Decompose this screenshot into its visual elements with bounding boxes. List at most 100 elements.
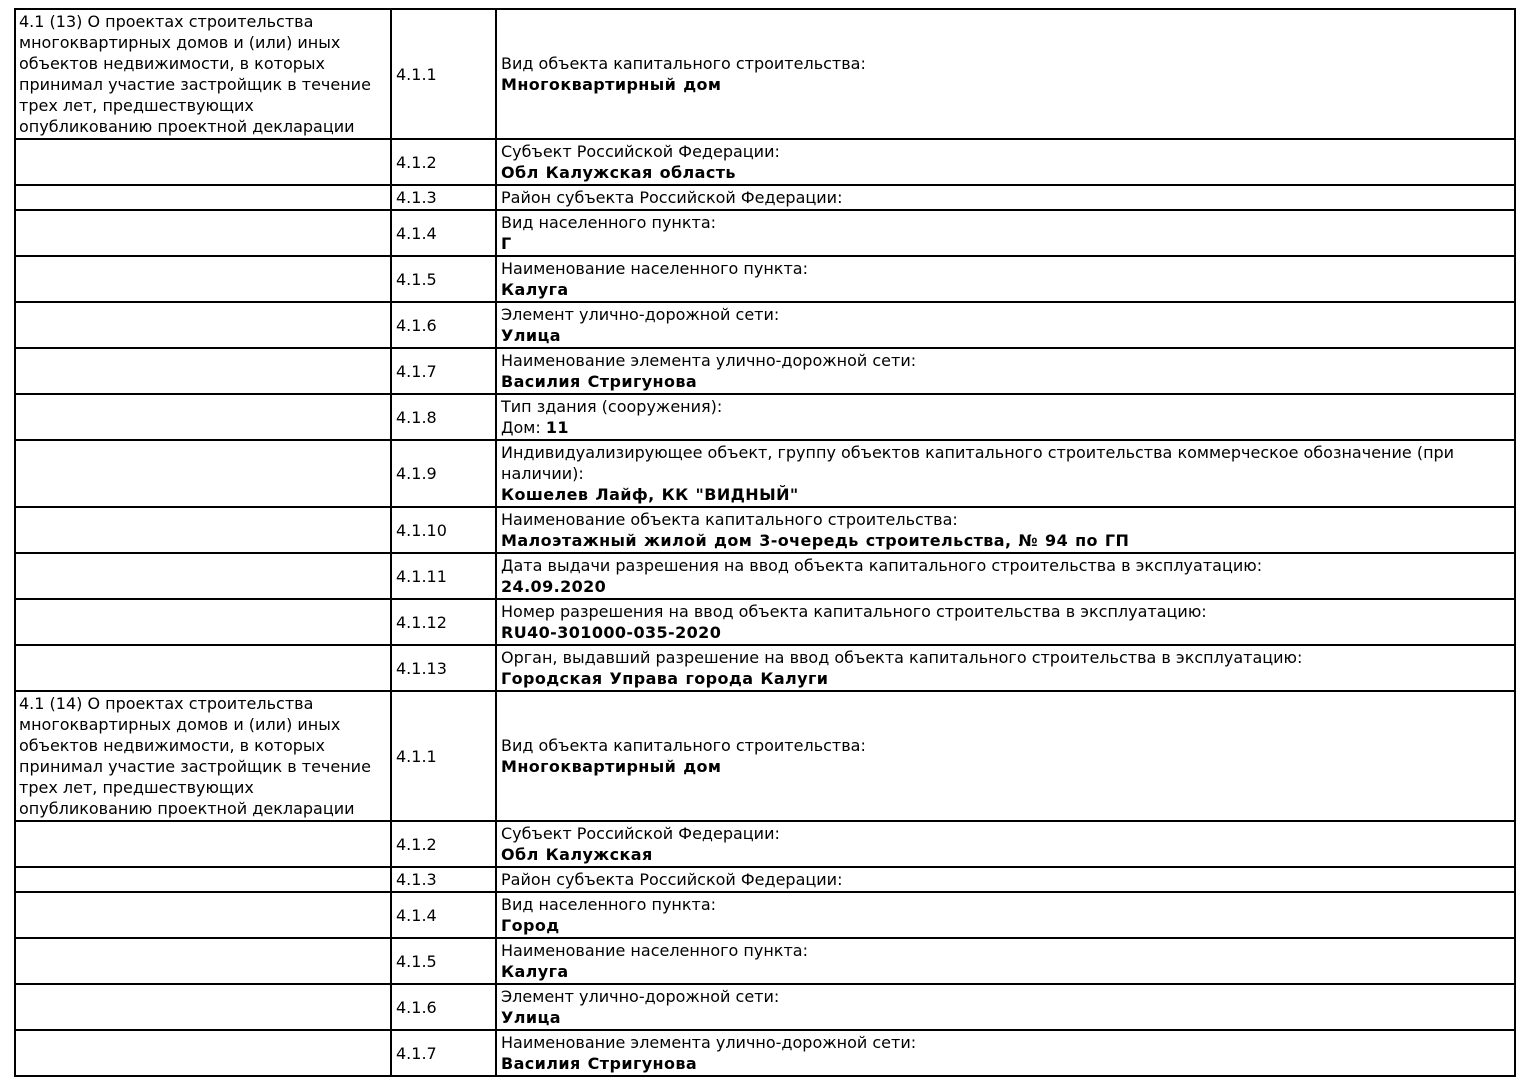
row-content-cell: Орган, выдавший разрешение на ввод объек… — [495, 644, 1516, 692]
field-value-prefix: Дом: — [501, 418, 546, 437]
row-content-cell: Наименование элемента улично-дорожной се… — [495, 1029, 1516, 1077]
field-value-line: Городская Управа города Калуги — [501, 668, 1510, 689]
field-value-line: Улица — [501, 1007, 1510, 1028]
field-label: Вид населенного пункта: — [501, 213, 717, 232]
section-description-cell — [14, 506, 392, 554]
section-description-cell — [14, 138, 392, 186]
table-row: 4.1.7 Наименование элемента улично-дорож… — [14, 1029, 1516, 1077]
table-row: 4.1.12 Номер разрешения на ввод объекта … — [14, 598, 1516, 646]
row-content-cell: Элемент улично-дорожной сети: Улица — [495, 983, 1516, 1031]
field-value-line: RU40-301000-035-2020 — [501, 622, 1510, 643]
table-row: 4.1.11 Дата выдачи разрешения на ввод об… — [14, 552, 1516, 600]
section-description-cell — [14, 937, 392, 985]
table-row: 4.1.10 Наименование объекта капитального… — [14, 506, 1516, 554]
table-row: 4.1.3 Район субъекта Российской Федераци… — [14, 184, 1516, 211]
section-description-cell — [14, 184, 392, 211]
field-value: Многоквартирный дом — [501, 75, 722, 94]
table-row: 4.1.5 Наименование населенного пункта: К… — [14, 937, 1516, 985]
row-number: 4.1.5 — [390, 937, 497, 985]
field-value-line: Улица — [501, 325, 1510, 346]
field-value: Обл Калужская область — [501, 163, 736, 182]
field-label: Субъект Российской Федерации: — [501, 142, 780, 161]
field-value: RU40-301000-035-2020 — [501, 623, 722, 642]
row-number: 4.1.10 — [390, 506, 497, 554]
section-description-cell — [14, 644, 392, 692]
row-content-cell: Индивидуализирующее объект, группу объек… — [495, 439, 1516, 508]
row-content-cell: Дата выдачи разрешения на ввод объекта к… — [495, 552, 1516, 600]
field-label: Вид объекта капитального строительства: — [501, 736, 866, 755]
row-content-cell: Наименование элемента улично-дорожной се… — [495, 347, 1516, 395]
row-content-cell: Вид объекта капитального строительства: … — [495, 8, 1516, 140]
section-description-cell — [14, 983, 392, 1031]
row-number: 4.1.6 — [390, 983, 497, 1031]
table-row: 4.1 (13) О проектах строительства многок… — [14, 8, 1516, 140]
field-label: Дата выдачи разрешения на ввод объекта к… — [501, 556, 1263, 575]
section-description-cell — [14, 393, 392, 441]
row-number: 4.1.7 — [390, 1029, 497, 1077]
field-value: Кошелев Лайф, КК "ВИДНЫЙ" — [501, 485, 799, 504]
field-value: Улица — [501, 326, 561, 345]
table-row: 4.1.8 Тип здания (сооружения): Дом: 11 — [14, 393, 1516, 441]
field-value: Улица — [501, 1008, 561, 1027]
field-value-line: Дом: 11 — [501, 417, 1510, 438]
field-value-line: Многоквартирный дом — [501, 756, 1510, 777]
row-number: 4.1.2 — [390, 820, 497, 868]
field-label: Наименование населенного пункта: — [501, 259, 808, 278]
row-content-cell: Субъект Российской Федерации: Обл Калужс… — [495, 138, 1516, 186]
field-label: Орган, выдавший разрешение на ввод объек… — [501, 648, 1303, 667]
row-number: 4.1.4 — [390, 891, 497, 939]
table-row: 4.1.5 Наименование населенного пункта: К… — [14, 255, 1516, 303]
field-value-line: Многоквартирный дом — [501, 74, 1510, 95]
section-description: 4.1 (14) О проектах строительства многок… — [19, 694, 371, 818]
row-number: 4.1.1 — [390, 8, 497, 140]
field-value: Калуга — [501, 962, 569, 981]
table-row: 4.1.2 Субъект Российской Федерации: Обл … — [14, 138, 1516, 186]
table-row: 4.1.7 Наименование элемента улично-дорож… — [14, 347, 1516, 395]
section-description-cell: 4.1 (13) О проектах строительства многок… — [14, 8, 392, 140]
field-value-line: 24.09.2020 — [501, 576, 1510, 597]
row-number: 4.1.1 — [390, 690, 497, 822]
field-value-line: Василия Стригунова — [501, 1053, 1510, 1074]
field-label: Район субъекта Российской Федерации: — [501, 188, 843, 207]
table-row: 4.1.3 Район субъекта Российской Федераци… — [14, 866, 1516, 893]
field-value: Василия Стригунова — [501, 1054, 698, 1073]
field-value: Многоквартирный дом — [501, 757, 722, 776]
section-description-cell — [14, 209, 392, 257]
row-number: 4.1.5 — [390, 255, 497, 303]
row-number: 4.1.6 — [390, 301, 497, 349]
field-value: Г — [501, 234, 512, 253]
row-number: 4.1.7 — [390, 347, 497, 395]
field-value: 11 — [545, 418, 569, 437]
field-value-line: Калуга — [501, 279, 1510, 300]
field-label: Вид объекта капитального строительства: — [501, 54, 866, 73]
field-value: 24.09.2020 — [501, 577, 607, 596]
field-value-line: Город — [501, 915, 1510, 936]
section-description-cell — [14, 866, 392, 893]
row-content-cell: Элемент улично-дорожной сети: Улица — [495, 301, 1516, 349]
field-label: Вид населенного пункта: — [501, 895, 717, 914]
table-row: 4.1.2 Субъект Российской Федерации: Обл … — [14, 820, 1516, 868]
section-description-cell — [14, 255, 392, 303]
section-description-cell — [14, 301, 392, 349]
field-label: Индивидуализирующее объект, группу объек… — [501, 443, 1455, 483]
row-content-cell: Наименование объекта капитального строит… — [495, 506, 1516, 554]
table-row: 4.1.9 Индивидуализирующее объект, группу… — [14, 439, 1516, 508]
field-label: Наименование населенного пункта: — [501, 941, 808, 960]
section-description-cell — [14, 598, 392, 646]
field-label: Наименование объекта капитального строит… — [501, 510, 958, 529]
row-content-cell: Вид объекта капитального строительства: … — [495, 690, 1516, 822]
section-description-cell: 4.1 (14) О проектах строительства многок… — [14, 690, 392, 822]
field-value-line: Василия Стригунова — [501, 371, 1510, 392]
row-content-cell: Вид населенного пункта: Город — [495, 891, 1516, 939]
field-value: Город — [501, 916, 560, 935]
field-label: Тип здания (сооружения): — [501, 397, 723, 416]
table-row: 4.1 (14) О проектах строительства многок… — [14, 690, 1516, 822]
section-description-cell — [14, 347, 392, 395]
field-label: Номер разрешения на ввод объекта капитал… — [501, 602, 1207, 621]
field-value-line: Кошелев Лайф, КК "ВИДНЫЙ" — [501, 484, 1510, 505]
row-number: 4.1.2 — [390, 138, 497, 186]
section-description-cell — [14, 820, 392, 868]
table-row: 4.1.4 Вид населенного пункта: Город — [14, 891, 1516, 939]
row-number: 4.1.3 — [390, 184, 497, 211]
